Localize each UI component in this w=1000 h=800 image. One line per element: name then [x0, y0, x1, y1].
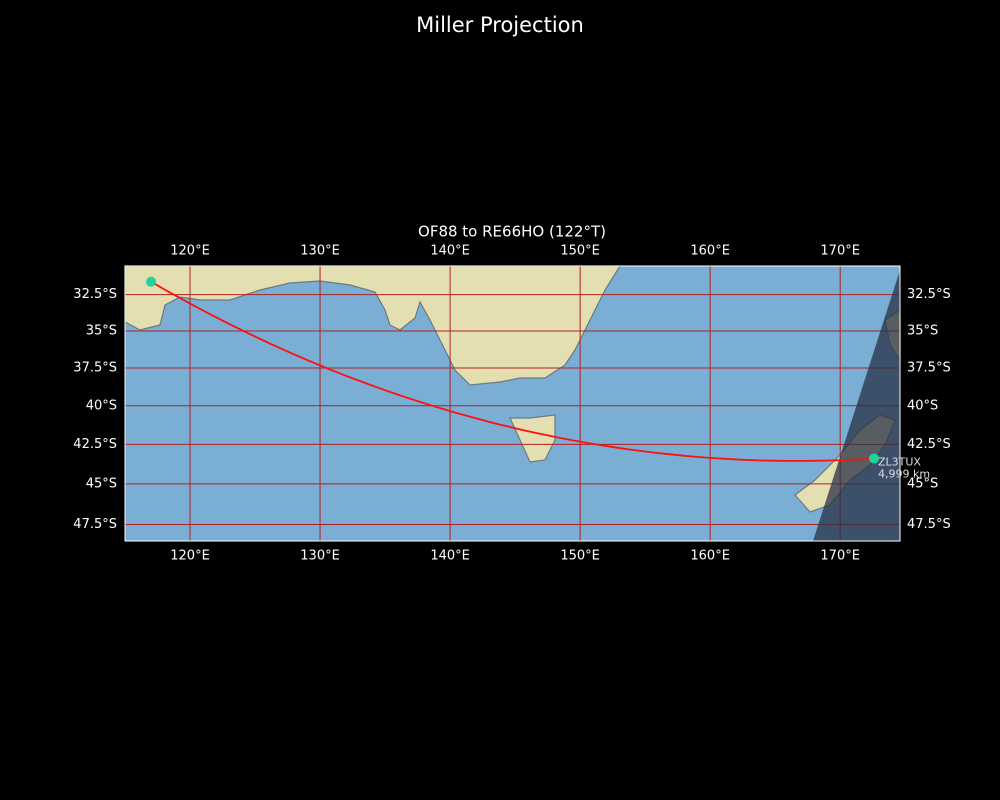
- x-tick-label: 170°E: [820, 549, 860, 564]
- y-tick-label: 37.5°S: [73, 360, 117, 375]
- distance-label: 4,999 km: [878, 468, 930, 481]
- x-tick-label: 130°E: [300, 549, 340, 564]
- x-tick-label: 140°E: [430, 549, 470, 564]
- map-frame: [124, 265, 901, 542]
- y-tick-label: 47.5°S: [907, 517, 951, 532]
- y-tick-label: 45°S: [907, 476, 938, 491]
- y-tick-label: 32.5°S: [907, 287, 951, 302]
- grid: [125, 266, 900, 541]
- x-tick-label: 120°E: [170, 549, 210, 564]
- y-tick-label: 47.5°S: [73, 517, 117, 532]
- y-tick-label: 42.5°S: [907, 437, 951, 452]
- y-tick-label: 40°S: [86, 398, 117, 413]
- chart-subtitle: OF88 to RE66HO (122°T): [418, 223, 606, 241]
- chart-title: Miller Projection: [416, 13, 584, 37]
- y-tick-label: 35°S: [86, 323, 117, 338]
- x-tick-label: 170°E: [820, 244, 860, 259]
- great-circle-path: [150, 280, 875, 462]
- y-tick-label: 42.5°S: [73, 437, 117, 452]
- station-marker: [146, 276, 157, 287]
- y-tick-label: 45°S: [86, 476, 117, 491]
- australia: [124, 265, 622, 386]
- tasmania: [509, 414, 556, 463]
- x-tick-label: 140°E: [430, 244, 470, 259]
- x-tick-label: 160°E: [690, 244, 730, 259]
- x-tick-label: 150°E: [560, 244, 600, 259]
- y-tick-label: 40°S: [907, 398, 938, 413]
- x-tick-label: 160°E: [690, 549, 730, 564]
- y-tick-label: 37.5°S: [907, 360, 951, 375]
- station-marker: [868, 453, 879, 464]
- night-shade: [813, 270, 900, 541]
- x-tick-label: 130°E: [300, 244, 340, 259]
- x-tick-label: 120°E: [170, 244, 210, 259]
- y-tick-label: 35°S: [907, 323, 938, 338]
- y-tick-label: 32.5°S: [73, 287, 117, 302]
- x-tick-label: 150°E: [560, 549, 600, 564]
- station-label: ZL3TUX: [878, 456, 921, 469]
